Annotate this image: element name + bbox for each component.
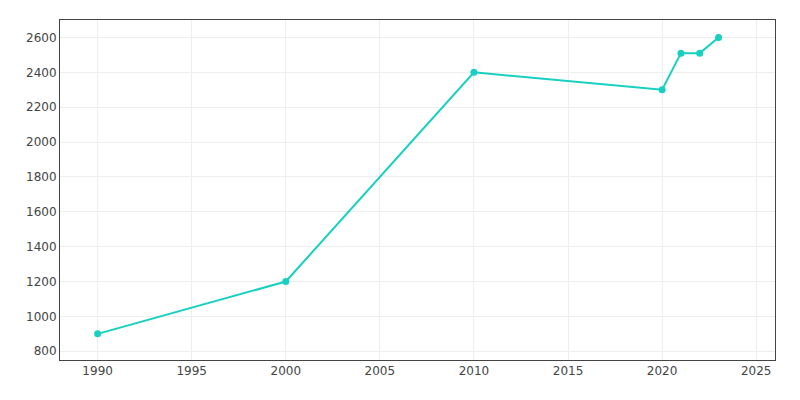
svg-text:2000: 2000 xyxy=(26,135,57,149)
svg-text:1600: 1600 xyxy=(26,205,57,219)
svg-text:2200: 2200 xyxy=(26,100,57,114)
svg-text:800: 800 xyxy=(34,344,57,358)
svg-text:1000: 1000 xyxy=(26,310,57,324)
svg-text:2010: 2010 xyxy=(459,364,490,378)
svg-text:2020: 2020 xyxy=(647,364,678,378)
svg-text:1400: 1400 xyxy=(26,240,57,254)
svg-text:1800: 1800 xyxy=(26,170,57,184)
svg-text:2015: 2015 xyxy=(553,364,584,378)
svg-text:2005: 2005 xyxy=(365,364,396,378)
svg-text:2025: 2025 xyxy=(741,364,772,378)
svg-text:1995: 1995 xyxy=(176,364,207,378)
svg-text:2600: 2600 xyxy=(26,31,57,45)
svg-text:1990: 1990 xyxy=(82,364,113,378)
svg-text:1200: 1200 xyxy=(26,275,57,289)
svg-text:2400: 2400 xyxy=(26,66,57,80)
svg-text:2000: 2000 xyxy=(271,364,302,378)
